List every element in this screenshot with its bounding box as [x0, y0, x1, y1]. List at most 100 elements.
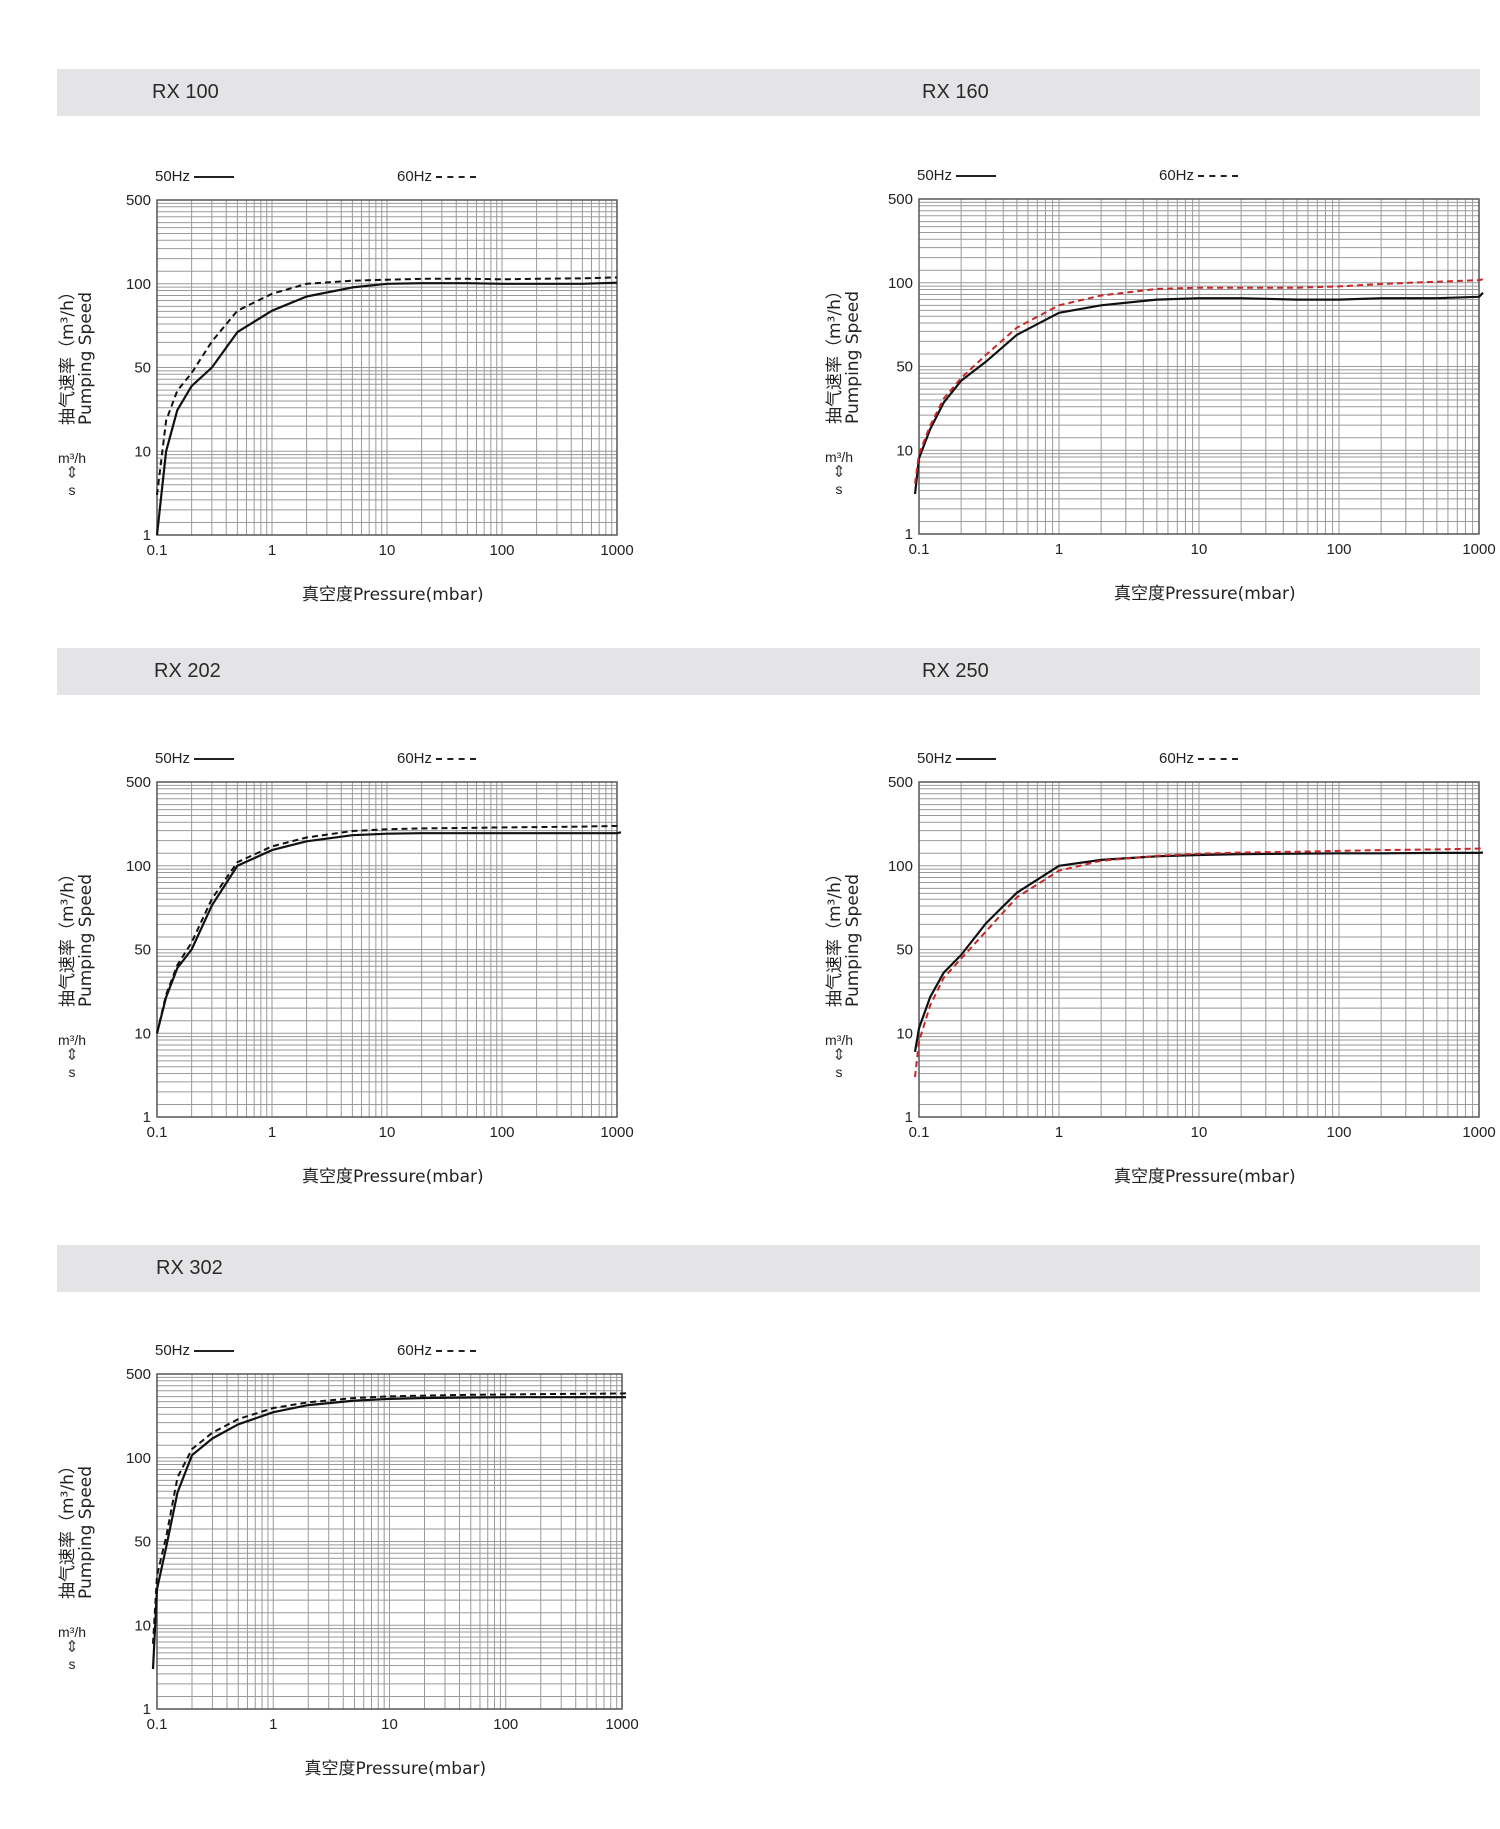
unit-m3h: m³/h — [825, 449, 853, 465]
x-axis-title: 真空度Pressure(mbar) — [302, 585, 484, 605]
x-tick-label: 1000 — [605, 1716, 638, 1733]
section-band-1: RX 100 RX 160 — [57, 69, 1480, 116]
unit-arrow-icon: ⇕ — [832, 1047, 846, 1064]
x-tick-label: 100 — [493, 1716, 518, 1733]
section-band-3: RX 302 — [57, 1245, 1480, 1292]
x-axis-title: 真空度Pressure(mbar) — [1114, 584, 1296, 604]
legend-60hz: 60Hz — [397, 1342, 477, 1359]
unit-m3h: m³/h — [58, 1624, 86, 1640]
legend-60hz-label: 60Hz — [397, 1342, 433, 1359]
unit-s: s — [68, 1064, 76, 1080]
legend-solid-line — [956, 175, 997, 178]
x-tick-label: 10 — [1191, 1124, 1208, 1141]
x-tick-label: 1 — [1055, 541, 1063, 558]
legend-60hz-label: 60Hz — [397, 750, 433, 767]
legend-solid-line — [194, 176, 235, 179]
chart-panel-rx250: 50Hz 60Hz 抽气速率（m³/h） Pumping Speed m³/h ⇕ s 真空度… — [824, 750, 1500, 1232]
unit-s: s — [68, 1656, 76, 1672]
legend-50hz: 50Hz — [917, 750, 997, 767]
legend-50hz-label: 50Hz — [917, 167, 953, 184]
y-tick-label: 1 — [143, 1701, 151, 1718]
unit-arrow-icon: ⇕ — [65, 1047, 79, 1064]
x-tick-label: 100 — [489, 542, 514, 559]
y-tick-label: 50 — [134, 942, 151, 959]
x-tick-label: 1000 — [600, 1124, 633, 1141]
y-axis-unit: m³/h ⇕ s — [52, 450, 92, 498]
y-tick-label: 100 — [888, 275, 913, 292]
legend-solid-line — [956, 758, 997, 761]
x-axis-title: 真空度Pressure(mbar) — [1114, 1167, 1296, 1187]
grid — [156, 1373, 623, 1710]
section-band-2: RX 202 RX 250 — [57, 648, 1480, 695]
plot-frame — [156, 199, 618, 536]
x-tick-label: 1 — [1055, 1124, 1063, 1141]
legend-60hz: 60Hz — [1159, 750, 1239, 767]
unit-s: s — [835, 1064, 843, 1080]
unit-m3h: m³/h — [58, 450, 86, 466]
section-title-rx160: RX 160 — [922, 81, 989, 103]
legend-50hz: 50Hz — [917, 167, 997, 184]
y-tick-label: 500 — [126, 774, 151, 791]
legend-60hz-label: 60Hz — [1159, 167, 1195, 184]
y-tick-label: 500 — [888, 774, 913, 791]
section-title-rx250: RX 250 — [922, 660, 989, 682]
x-tick-label: 0.1 — [147, 1124, 168, 1141]
y-tick-label: 1 — [143, 1109, 151, 1126]
x-tick-label: 1000 — [1462, 1124, 1495, 1141]
y-tick-label: 50 — [134, 1534, 151, 1551]
series-50hz-line — [155, 831, 622, 1034]
y-axis-unit: m³/h ⇕ s — [819, 449, 859, 497]
plot-frame — [156, 781, 618, 1118]
legend-dashed-line — [1198, 758, 1239, 761]
x-tick-label: 1 — [268, 1124, 276, 1141]
unit-arrow-icon: ⇕ — [832, 464, 846, 481]
grid — [156, 781, 618, 1118]
y-axis-unit: m³/h ⇕ s — [52, 1032, 92, 1080]
x-tick-label: 100 — [489, 1124, 514, 1141]
chart-panel-rx202: 50Hz 60Hz 抽气速率（m³/h） Pumping Speed m³/h ⇕ s 真空度… — [57, 742, 757, 1222]
x-tick-label: 100 — [1326, 1124, 1351, 1141]
legend-60hz: 60Hz — [397, 750, 477, 767]
unit-m3h: m³/h — [825, 1032, 853, 1048]
legend-50hz: 50Hz — [155, 1342, 235, 1359]
x-tick-label: 0.1 — [147, 1716, 168, 1733]
series-50hz-line — [913, 292, 1484, 495]
series-60hz-line — [156, 824, 622, 1034]
legend-50hz-label: 50Hz — [155, 1342, 191, 1359]
legend-50hz-label: 50Hz — [155, 168, 191, 185]
x-tick-label: 10 — [381, 1716, 398, 1733]
y-tick-label: 100 — [126, 1450, 151, 1467]
y-axis-unit: m³/h ⇕ s — [819, 1032, 859, 1080]
x-tick-label: 0.1 — [909, 541, 930, 558]
plot-frame — [918, 198, 1480, 535]
unit-s: s — [68, 482, 76, 498]
x-tick-label: 10 — [379, 542, 396, 559]
legend-60hz-label: 60Hz — [1159, 750, 1195, 767]
x-tick-label: 0.1 — [909, 1124, 930, 1141]
legend-60hz: 60Hz — [1159, 167, 1239, 184]
series-60hz-line — [914, 846, 1484, 1078]
y-tick-label: 1 — [905, 526, 913, 543]
y-tick-label: 10 — [896, 1025, 913, 1042]
legend-50hz: 50Hz — [155, 168, 235, 185]
x-tick-label: 10 — [1191, 541, 1208, 558]
section-title-rx202: RX 202 — [154, 660, 221, 682]
x-tick-label: 0.1 — [147, 542, 168, 559]
plot-frame — [918, 781, 1480, 1118]
y-tick-label: 50 — [896, 359, 913, 376]
y-tick-label: 100 — [888, 858, 913, 875]
series-60hz-line — [156, 276, 618, 496]
y-axis-unit: m³/h ⇕ s — [52, 1624, 92, 1672]
chart-panel-rx302: 50Hz 60Hz 抽气速率（m³/h） Pumping Speed m³/h ⇕ s 真空度… — [57, 1338, 757, 1818]
legend-60hz-label: 60Hz — [397, 168, 433, 185]
y-tick-label: 10 — [134, 1025, 151, 1042]
series-50hz-line — [155, 281, 618, 536]
series-60hz-line — [914, 278, 1484, 484]
grid — [156, 199, 618, 536]
legend-50hz-label: 50Hz — [155, 750, 191, 767]
x-axis-title: 真空度Pressure(mbar) — [304, 1759, 487, 1779]
